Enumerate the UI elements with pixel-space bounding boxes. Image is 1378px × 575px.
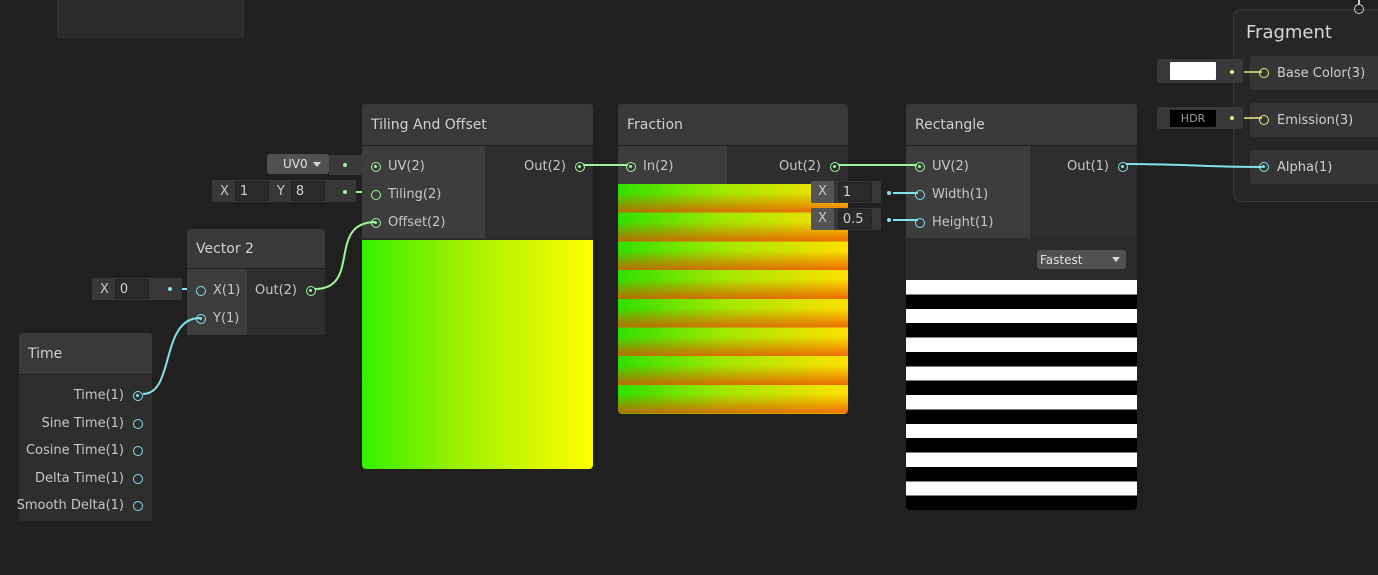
connector-dot-icon <box>1230 116 1234 120</box>
tiling-y-input[interactable]: 8 <box>290 181 325 201</box>
connector-dot-icon <box>343 163 347 167</box>
color-swatch[interactable] <box>1170 62 1216 80</box>
connector-dot-icon <box>168 287 172 291</box>
base-color-field[interactable] <box>1157 59 1243 83</box>
port-dot-icon[interactable] <box>133 500 143 511</box>
port-dot-icon[interactable] <box>196 285 206 296</box>
port-dot-icon[interactable] <box>1259 162 1269 172</box>
rectangle-preview <box>906 280 1137 510</box>
vector2-x-input[interactable]: 0 <box>114 279 149 299</box>
port-out[interactable]: Out(2) <box>779 159 840 174</box>
port-uv[interactable]: UV(2) <box>915 159 969 174</box>
port-out[interactable]: Out(2) <box>255 283 316 298</box>
vector2-node[interactable]: Vector 2 X(1) Y(1) Out(2) <box>187 229 325 335</box>
port-tiling[interactable]: Tiling(2) <box>371 187 441 202</box>
port-x[interactable]: X(1) <box>196 283 240 298</box>
port-offset[interactable]: Offset(2) <box>371 215 445 230</box>
port-dot-icon[interactable] <box>133 390 143 401</box>
tiling-preview <box>362 240 593 469</box>
time-node[interactable]: Time Time(1) Sine Time(1) Cosine Time(1)… <box>17 333 152 521</box>
port-dot-icon[interactable] <box>915 161 925 172</box>
port-dot-icon[interactable] <box>1118 161 1128 172</box>
port-dot-icon[interactable] <box>575 161 585 172</box>
port-dot-icon[interactable] <box>371 161 381 172</box>
port-y[interactable]: Y(1) <box>196 311 239 326</box>
chevron-down-icon <box>312 161 321 167</box>
port-dot-icon[interactable] <box>915 217 925 228</box>
port-dot-icon[interactable] <box>133 473 143 484</box>
connector-dot-icon <box>887 218 891 222</box>
port-out[interactable]: Out(2) <box>524 159 585 174</box>
chevron-down-icon <box>1112 257 1120 262</box>
port-time[interactable]: Time(1) <box>74 388 143 403</box>
rectangle-width-field[interactable]: X 1 <box>811 181 881 203</box>
port-dot-icon[interactable] <box>830 161 840 172</box>
node-title: Fraction <box>618 104 848 146</box>
port-dot-icon[interactable] <box>371 217 381 228</box>
port-delta-time[interactable]: Delta Time(1) <box>35 471 143 486</box>
alpha-slot[interactable]: Alpha(1) <box>1250 150 1378 184</box>
port-dot-icon[interactable] <box>1259 115 1269 125</box>
port-out[interactable]: Out(1) <box>1067 159 1128 174</box>
quality-dropdown[interactable]: Fastest <box>1037 250 1126 269</box>
port-cosine-time[interactable]: Cosine Time(1) <box>26 443 143 458</box>
tiling-and-offset-node[interactable]: Tiling And Offset UV(2) Tiling(2) Offset… <box>362 104 593 469</box>
port-dot-icon[interactable] <box>133 445 143 456</box>
hdr-swatch[interactable]: HDR <box>1170 109 1216 127</box>
port-width[interactable]: Width(1) <box>915 187 988 202</box>
base-color-slot[interactable]: Base Color(3) <box>1250 56 1378 90</box>
port-sine-time[interactable]: Sine Time(1) <box>42 416 143 431</box>
fragment-title: Fragment <box>1246 22 1332 43</box>
node-title: Vector 2 <box>187 229 325 269</box>
tiling-x-input[interactable]: 1 <box>234 181 269 201</box>
fragment-context[interactable]: Fragment Base Color(3) Emission(3) Alpha… <box>1233 9 1378 202</box>
fraction-preview <box>618 184 848 414</box>
emission-field[interactable]: HDR <box>1157 107 1243 129</box>
node-title: Time <box>19 333 152 375</box>
port-uv[interactable]: UV(2) <box>371 159 425 174</box>
vertex-output-port-icon <box>1354 4 1364 14</box>
port-in[interactable]: In(2) <box>626 159 674 174</box>
port-height[interactable]: Height(1) <box>915 215 993 230</box>
port-dot-icon[interactable] <box>626 161 636 172</box>
port-dot-icon[interactable] <box>1259 68 1269 78</box>
port-dot-icon[interactable] <box>133 418 143 429</box>
port-smooth-delta[interactable]: Smooth Delta(1) <box>17 498 143 513</box>
node-title: Tiling And Offset <box>362 104 593 146</box>
tiling-vector-field[interactable]: X 1 Y 8 <box>212 180 356 202</box>
rectangle-node[interactable]: Rectangle UV(2) Width(1) Height(1) Out(1… <box>906 104 1137 510</box>
emission-slot[interactable]: Emission(3) <box>1250 103 1378 137</box>
connector-dot-icon <box>1230 70 1234 74</box>
uv-channel-dropdown[interactable]: UV0 <box>267 154 329 174</box>
node-title: Rectangle <box>906 104 1137 146</box>
port-dot-icon[interactable] <box>915 189 925 200</box>
rectangle-height-input[interactable]: 0.5 <box>837 209 872 229</box>
fraction-node[interactable]: Fraction In(2) Out(2) <box>618 104 848 414</box>
connector-dot-icon <box>887 191 891 195</box>
vector2-x-field[interactable]: X 0 <box>92 278 182 300</box>
rectangle-width-input[interactable]: 1 <box>837 182 872 202</box>
rectangle-height-field[interactable]: X 0.5 <box>811 208 881 230</box>
port-dot-icon[interactable] <box>306 285 316 296</box>
connector-dot-icon <box>343 190 347 194</box>
port-dot-icon[interactable] <box>371 189 381 200</box>
port-dot-icon[interactable] <box>196 313 206 324</box>
partial-node[interactable] <box>57 0 244 38</box>
